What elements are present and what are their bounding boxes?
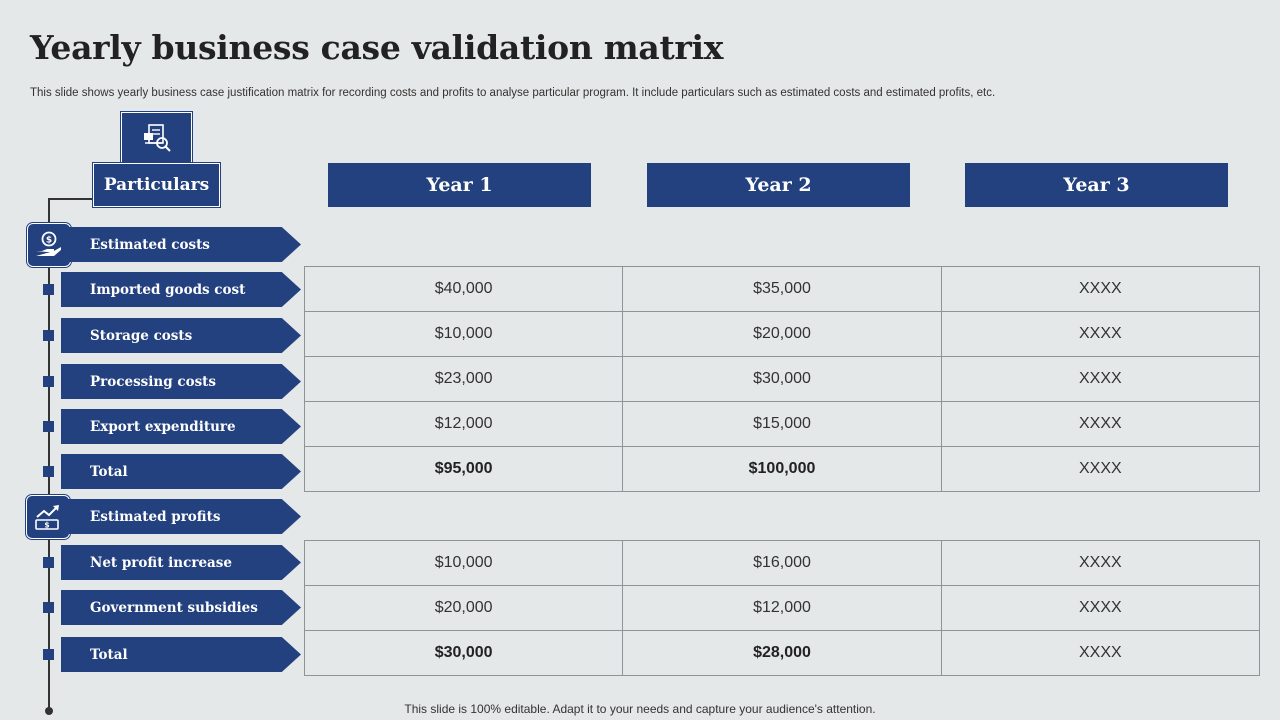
timeline-end-dot — [45, 707, 53, 715]
table-cell: $20,000 — [303, 585, 624, 631]
document-search-icon — [121, 112, 192, 163]
table-cell: $95,000 — [303, 446, 624, 492]
row-label-processing-costs: Processing costs — [61, 364, 301, 399]
table-cell: XXXX — [940, 585, 1261, 631]
table-cell: XXXX — [940, 266, 1261, 312]
bullet-square — [43, 557, 54, 568]
table-row: $10,000 $20,000 XXXX — [303, 311, 1261, 357]
profits-table: $10,000 $16,000 XXXX $20,000 $12,000 XXX… — [303, 540, 1261, 676]
table-row-total: $30,000 $28,000 XXXX — [303, 630, 1261, 676]
bullet-square — [43, 602, 54, 613]
page-title: Yearly business case validation matrix — [30, 28, 724, 67]
bullet-square — [43, 330, 54, 341]
costs-table: $40,000 $35,000 XXXX $10,000 $20,000 XXX… — [303, 266, 1261, 492]
table-cell: $10,000 — [303, 311, 624, 357]
svg-text:$: $ — [46, 236, 52, 246]
table-cell: $30,000 — [622, 356, 942, 402]
row-label-costs-total: Total — [61, 454, 301, 489]
table-cell: XXXX — [940, 356, 1261, 402]
table-cell: XXXX — [940, 446, 1261, 492]
row-label-storage-costs: Storage costs — [61, 318, 301, 353]
table-cell: $35,000 — [622, 266, 942, 312]
table-cell: $20,000 — [622, 311, 942, 357]
table-cell: XXXX — [940, 311, 1261, 357]
table-cell: $10,000 — [303, 540, 624, 586]
table-cell: $12,000 — [622, 585, 942, 631]
table-row: $40,000 $35,000 XXXX — [303, 266, 1261, 312]
table-cell: $28,000 — [622, 630, 942, 676]
table-cell: $15,000 — [622, 401, 942, 447]
particulars-header: Particulars — [93, 163, 220, 207]
page-subtitle: This slide shows yearly business case ju… — [30, 87, 996, 99]
table-cell: $12,000 — [303, 401, 624, 447]
footer-note: This slide is 100% editable. Adapt it to… — [404, 702, 876, 716]
table-cell: $30,000 — [303, 630, 624, 676]
row-label-export-expenditure: Export expenditure — [61, 409, 301, 444]
table-cell: $23,000 — [303, 356, 624, 402]
bullet-square — [43, 376, 54, 387]
bullet-square — [43, 649, 54, 660]
table-cell: $16,000 — [622, 540, 942, 586]
table-row: $23,000 $30,000 XXXX — [303, 356, 1261, 402]
bullet-square — [43, 466, 54, 477]
table-row-total: $95,000 $100,000 XXXX — [303, 446, 1261, 492]
table-row: $20,000 $12,000 XXXX — [303, 585, 1261, 631]
table-row: $12,000 $15,000 XXXX — [303, 401, 1261, 447]
year-3-header: Year 3 — [965, 163, 1228, 207]
table-cell: $100,000 — [622, 446, 942, 492]
table-cell: $40,000 — [303, 266, 624, 312]
year-1-header: Year 1 — [328, 163, 591, 207]
connector-line — [48, 198, 94, 200]
section-label-estimated-profits: Estimated profits — [61, 499, 301, 534]
row-label-imported-goods-cost: Imported goods cost — [61, 272, 301, 307]
row-label-profits-total: Total — [61, 637, 301, 672]
bullet-square — [43, 284, 54, 295]
table-cell: XXXX — [940, 630, 1261, 676]
section-label-estimated-costs: Estimated costs — [61, 227, 301, 262]
table-row: $10,000 $16,000 XXXX — [303, 540, 1261, 586]
row-label-government-subsidies: Government subsidies — [61, 590, 301, 625]
row-label-net-profit-increase: Net profit increase — [61, 545, 301, 580]
year-2-header: Year 2 — [647, 163, 910, 207]
bullet-square — [43, 421, 54, 432]
table-cell: XXXX — [940, 401, 1261, 447]
timeline-line — [48, 198, 50, 712]
table-cell: XXXX — [940, 540, 1261, 586]
svg-text:$: $ — [44, 521, 49, 530]
